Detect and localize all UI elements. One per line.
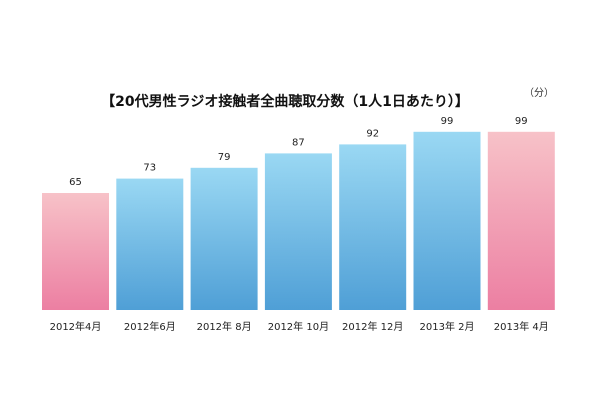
value-label-6: 99 [441, 116, 454, 127]
unit-label: （分） [524, 87, 554, 99]
bar-5 [339, 144, 407, 310]
value-label-3: 79 [218, 152, 231, 163]
bar-1 [42, 193, 109, 310]
bar-6 [413, 131, 481, 310]
x-tick-label-3: 2012年 8月 [197, 320, 252, 333]
x-tick-label-5: 2012年 12月 [342, 320, 403, 333]
value-label-4: 87 [292, 137, 305, 148]
bar-7 [487, 131, 555, 310]
x-tick-label-2: 2012年6月 [124, 320, 176, 333]
bar-3 [190, 167, 258, 310]
x-tick-label-6: 2013年 2月 [420, 320, 475, 333]
value-label-7: 99 [515, 116, 528, 127]
value-label-5: 92 [366, 128, 379, 139]
x-tick-label-1: 2012年4月 [50, 320, 102, 333]
bar-4 [264, 153, 332, 310]
chart-title: 【20代男性ラジオ接触者全曲聴取分数（1人1日あたり）】 [101, 93, 469, 110]
value-label-2: 73 [143, 163, 156, 174]
value-label-1: 65 [69, 177, 82, 188]
x-tick-label-4: 2012年 10月 [268, 320, 329, 333]
x-tick-label-7: 2013年 4月 [494, 320, 549, 333]
bar-2 [116, 178, 184, 310]
bars: 65 2012年4月 73 2012年6月 79 2012年 8月 87 2012年 10月 9… [42, 116, 555, 333]
